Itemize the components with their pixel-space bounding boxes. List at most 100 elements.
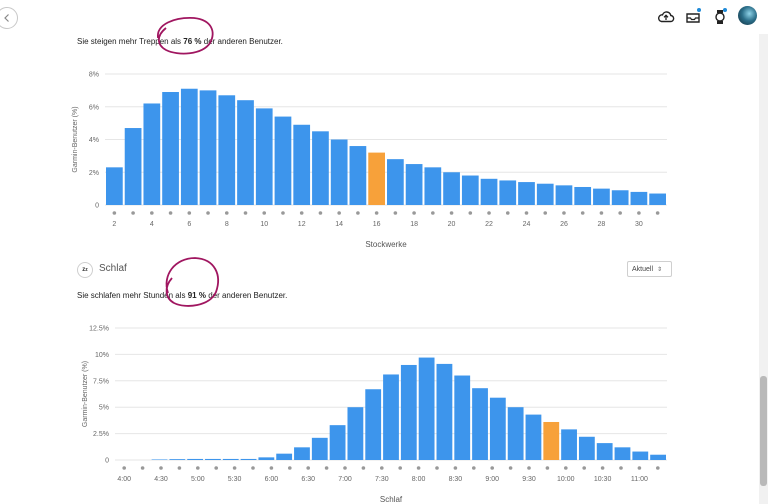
x-marker [582, 466, 586, 470]
bar [349, 146, 367, 205]
bar [472, 388, 488, 460]
x-marker [214, 466, 218, 470]
x-tick-label: 9:00 [485, 476, 499, 483]
chevron-left-icon [4, 14, 9, 22]
scrollbar-thumb[interactable] [760, 376, 767, 486]
bar [199, 90, 217, 205]
y-axis-label: Garmin-Benutzer (%) [82, 361, 89, 427]
x-marker [655, 211, 660, 215]
x-marker [472, 466, 476, 470]
x-marker [453, 466, 458, 470]
bar [143, 103, 161, 205]
x-marker [619, 466, 623, 470]
x-tick-label: 10:30 [594, 476, 612, 483]
x-marker [374, 211, 379, 215]
x-marker [122, 466, 126, 470]
x-marker [600, 466, 605, 470]
watch-notification-dot [723, 8, 727, 12]
bar [632, 451, 649, 460]
watch-icon[interactable] [711, 8, 729, 26]
x-marker [490, 466, 495, 470]
x-tick-label: 8 [225, 221, 229, 228]
period-dropdown[interactable]: Aktuell ⇕ [627, 261, 672, 277]
y-tick-label: 0 [95, 203, 99, 210]
x-marker [487, 211, 491, 215]
x-tick-label: 4 [150, 221, 154, 228]
x-marker [545, 466, 550, 470]
bar [187, 458, 204, 460]
bar [274, 116, 292, 205]
x-tick-label: 6:00 [265, 476, 279, 483]
bar [593, 188, 610, 205]
y-tick-label: 4% [89, 137, 99, 144]
x-marker [564, 466, 568, 470]
x-marker [243, 211, 248, 215]
inbox-icon[interactable] [684, 8, 702, 26]
bar [424, 167, 442, 205]
bar [255, 108, 273, 205]
x-tick-label: 4:00 [117, 476, 131, 483]
bar [276, 453, 293, 460]
bar [162, 92, 179, 205]
x-marker [412, 211, 416, 215]
y-tick-label: 5% [99, 405, 109, 412]
x-marker [637, 466, 642, 470]
highlight-bar [543, 421, 560, 460]
x-marker [206, 211, 210, 215]
bar [578, 436, 595, 460]
x-marker [177, 466, 182, 470]
sleep-section-title: Schlaf [99, 263, 127, 274]
sleep-summary-suffix: der anderen Benutzer. [205, 291, 288, 300]
avatar[interactable] [738, 6, 757, 25]
x-marker [505, 211, 510, 215]
x-marker [299, 211, 304, 215]
bar [630, 191, 648, 205]
bar [124, 128, 142, 205]
x-tick-label: 24 [523, 221, 531, 228]
bar [329, 425, 346, 460]
x-marker [224, 211, 229, 215]
bar [258, 457, 275, 460]
x-marker [232, 466, 237, 470]
bar [418, 357, 435, 460]
y-axis-label: Garmin-Benutzer (%) [72, 106, 79, 172]
y-tick-label: 7.5% [93, 378, 109, 385]
scrollbar-track[interactable] [759, 34, 768, 504]
bar [507, 407, 524, 460]
x-marker [393, 211, 398, 215]
x-marker [281, 211, 285, 215]
x-marker [337, 211, 341, 215]
x-marker [251, 466, 255, 470]
top-bar [0, 0, 768, 34]
bar [536, 183, 554, 205]
bar [650, 454, 666, 460]
bar [330, 139, 348, 205]
x-tick-label: 4:30 [154, 476, 168, 483]
x-marker [637, 211, 641, 215]
bar [480, 178, 498, 205]
back-button[interactable] [0, 7, 18, 29]
x-marker [356, 211, 360, 215]
stairs-summary-suffix: der anderen Benutzer. [201, 37, 283, 46]
bar [489, 397, 506, 460]
x-tick-label: 6:30 [301, 476, 315, 483]
x-marker [343, 466, 347, 470]
x-marker [306, 466, 311, 470]
x-marker [318, 211, 323, 215]
bar [443, 172, 460, 205]
x-marker [140, 466, 145, 470]
bar [106, 167, 123, 205]
x-tick-label: 18 [410, 221, 418, 228]
sleep-summary-prefix: Sie schlafen mehr Stunden als [77, 291, 188, 300]
x-tick-label: 5:30 [228, 476, 242, 483]
x-tick-label: 30 [635, 221, 643, 228]
y-tick-label: 6% [89, 104, 99, 111]
bar [365, 389, 382, 460]
x-tick-label: 12 [298, 221, 306, 228]
cloud-sync-icon[interactable] [657, 8, 675, 26]
bar [461, 175, 479, 205]
x-tick-label: 22 [485, 221, 493, 228]
bar [614, 447, 631, 460]
bar [240, 458, 257, 460]
